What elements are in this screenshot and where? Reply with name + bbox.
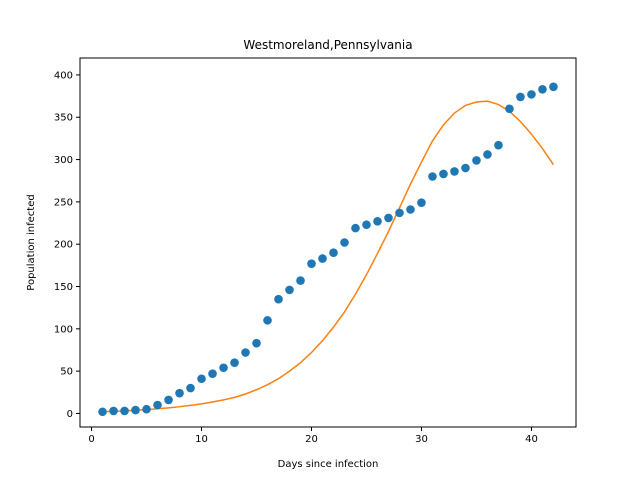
x-tick-label: 10 [195,434,208,445]
data-point [351,223,360,233]
y-tick-label: 250 [54,197,73,208]
data-point [549,82,558,92]
data-point [483,150,492,159]
data-point [329,248,338,257]
data-point [395,208,404,218]
y-tick-label: 100 [54,324,73,335]
chart-title: Westmoreland,Pennsylvania [243,38,412,52]
data-point [120,406,129,416]
data-point [241,348,250,357]
data-point [296,276,305,285]
data-point [461,163,470,173]
data-point [208,369,217,378]
data-point [472,156,481,165]
data-point [153,400,162,410]
x-axis-label: Days since infection [278,459,379,470]
data-point [98,407,107,417]
x-tick-label: 0 [88,434,94,445]
data-point [274,294,283,304]
data-point [186,383,195,393]
y-tick-label: 150 [54,282,73,293]
data-point [285,285,294,295]
data-point [516,92,525,102]
data-point [263,316,272,325]
data-point [450,167,459,176]
x-tick-label: 20 [305,434,318,445]
y-tick-label: 350 [54,113,73,124]
data-point [439,169,448,179]
y-axis-label: Population infected [26,194,37,290]
data-point [142,404,151,414]
data-point [109,406,118,416]
data-point [527,90,536,99]
data-point [505,104,514,114]
y-tick-label: 0 [67,409,73,420]
data-point [406,205,415,214]
data-point [197,374,206,384]
data-point [164,395,173,405]
data-point [362,220,371,230]
data-point [307,259,316,268]
data-point [373,217,382,226]
plot-frame [79,57,577,428]
y-tick-label: 200 [54,240,73,251]
data-point [175,388,184,398]
data-point [538,85,547,94]
data-point [131,405,140,415]
x-tick-label: 40 [525,434,538,445]
data-point [428,172,437,181]
y-tick-label: 400 [54,70,73,81]
data-point [494,140,503,150]
x-tick-label: 30 [415,434,428,445]
y-tick-label: 50 [60,367,73,378]
model-curve-line [102,100,555,413]
y-tick-label: 300 [54,155,73,166]
data-point [417,198,426,208]
data-point [340,238,349,247]
data-point [252,338,261,348]
data-point [384,213,393,223]
data-point [318,254,327,263]
data-point [219,363,228,373]
data-point [230,358,239,367]
